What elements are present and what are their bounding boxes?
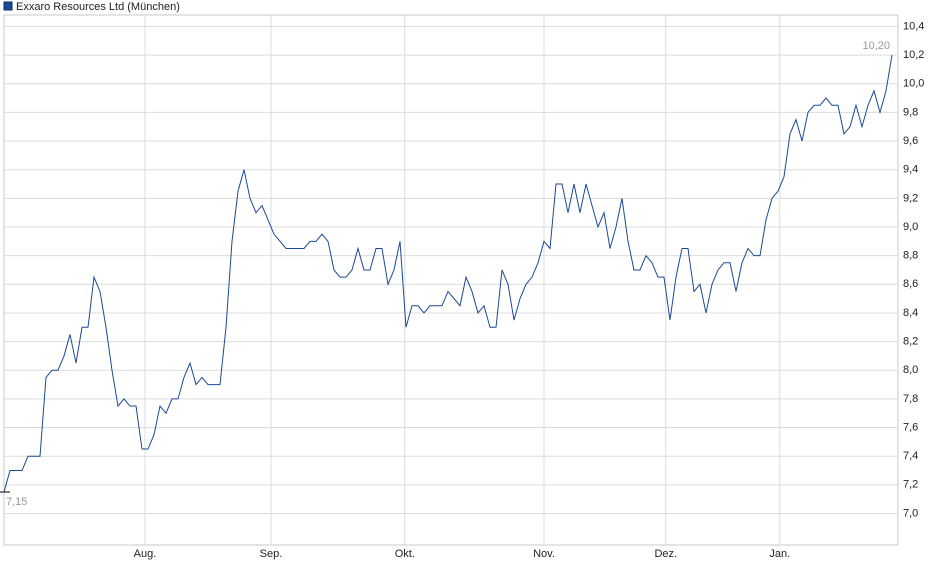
y-tick-label: 9,8	[903, 106, 918, 118]
x-tick-label: Sep.	[260, 548, 283, 560]
y-tick-label: 9,6	[903, 135, 918, 147]
x-tick-label: Nov.	[533, 548, 555, 560]
x-tick-label: Jan.	[769, 548, 790, 560]
y-tick-label: 8,8	[903, 250, 918, 262]
legend-swatch	[3, 1, 13, 11]
y-tick-label: 10,0	[903, 78, 924, 90]
y-tick-label: 9,4	[903, 164, 918, 176]
end-value-label: 10,20	[862, 40, 890, 52]
y-tick-label: 7,2	[903, 479, 918, 491]
legend-label: Exxaro Resources Ltd (München)	[16, 1, 180, 13]
x-tick-label: Dez.	[654, 548, 677, 560]
y-tick-label: 10,2	[903, 49, 924, 61]
x-tick-label: Aug.	[134, 548, 157, 560]
price-line	[3, 55, 893, 493]
y-tick-label: 10,4	[903, 20, 924, 32]
y-tick-label: 7,8	[903, 393, 918, 405]
y-tick-label: 8,4	[903, 307, 918, 319]
plot-area	[3, 14, 899, 546]
y-tick-label: 9,2	[903, 192, 918, 204]
y-tick-label: 9,0	[903, 221, 918, 233]
start-value-label: 7,15	[6, 496, 27, 508]
y-tick-label: 8,0	[903, 364, 918, 376]
y-tick-label: 7,6	[903, 421, 918, 433]
x-tick-label: Okt.	[395, 548, 415, 560]
y-tick-label: 8,6	[903, 278, 918, 290]
y-tick-label: 7,4	[903, 450, 918, 462]
y-tick-label: 7,0	[903, 507, 918, 519]
y-tick-label: 8,2	[903, 336, 918, 348]
